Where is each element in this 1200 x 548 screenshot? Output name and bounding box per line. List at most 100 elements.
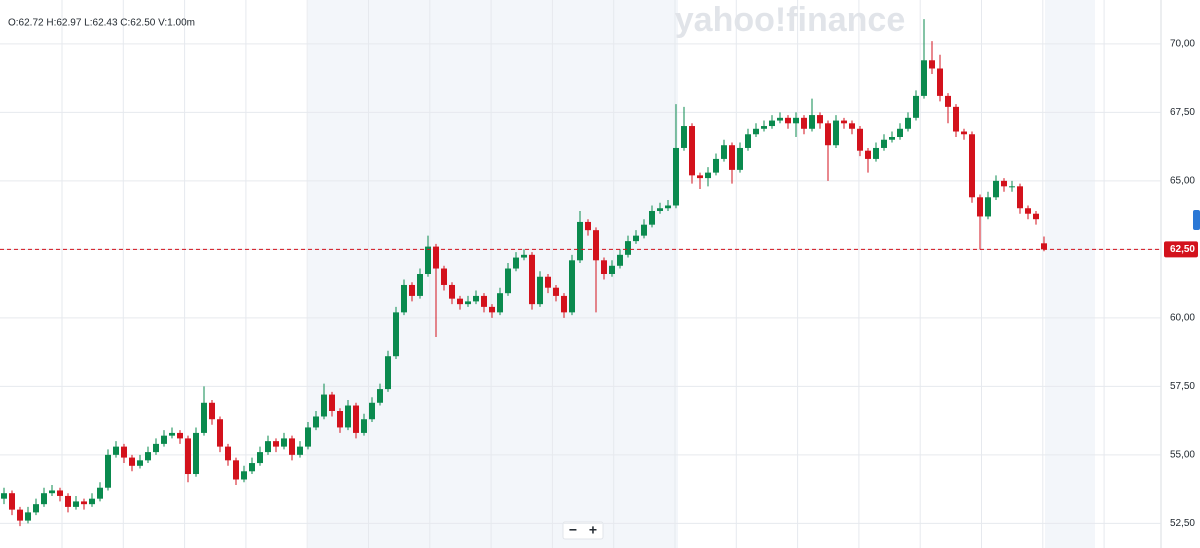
candle-body xyxy=(401,284,407,313)
candle-body xyxy=(593,230,599,261)
candle-body xyxy=(1017,186,1023,209)
candle-body xyxy=(865,150,871,159)
candle-body xyxy=(929,60,935,69)
candle-body xyxy=(889,137,895,140)
candle-body xyxy=(329,394,335,411)
candle-body xyxy=(209,402,215,420)
candle-body xyxy=(225,446,231,461)
candle-body xyxy=(657,208,663,211)
y-tick-label: 70,00 xyxy=(1170,38,1195,49)
candle-body xyxy=(129,457,135,466)
candle-body xyxy=(953,106,959,132)
zoom-controls xyxy=(562,521,604,540)
candle-body xyxy=(993,180,999,198)
candle-body xyxy=(161,435,167,444)
candle-body xyxy=(913,95,919,118)
candle-body xyxy=(177,432,183,439)
candle-body xyxy=(969,134,975,198)
candle-body xyxy=(281,438,287,447)
candle-body xyxy=(785,117,791,124)
candle-body xyxy=(569,260,575,313)
y-tick-label: 55,00 xyxy=(1170,449,1195,460)
candle-body xyxy=(505,268,511,294)
candle-body xyxy=(1,493,7,499)
candle-body xyxy=(673,147,679,206)
candle-body xyxy=(641,224,647,236)
y-tick-label: 67,50 xyxy=(1170,107,1195,118)
y-tick-label: 60,00 xyxy=(1170,312,1195,323)
candle-body xyxy=(73,501,79,507)
candle-body xyxy=(801,117,807,129)
candle-body xyxy=(745,134,751,148)
candle-body xyxy=(361,419,367,433)
candle-body xyxy=(297,446,303,455)
candle-body xyxy=(825,123,831,146)
zoom-out[interactable]: − xyxy=(569,522,577,538)
candle-body xyxy=(961,131,967,135)
candle-body xyxy=(665,205,671,209)
candle-body xyxy=(289,438,295,455)
candle-body xyxy=(321,394,327,417)
candle-body xyxy=(649,210,655,225)
candle-body xyxy=(577,221,583,261)
candle-body xyxy=(193,432,199,475)
candle-body xyxy=(249,463,255,472)
candle-body xyxy=(529,254,535,305)
y-tick-label: 65,00 xyxy=(1170,175,1195,186)
candle-body xyxy=(393,312,399,357)
candle-body xyxy=(1033,213,1039,220)
candle-body xyxy=(201,402,207,433)
candle-body xyxy=(1025,208,1031,214)
candle-body xyxy=(233,460,239,480)
candle-body xyxy=(633,235,639,242)
candle-body xyxy=(729,145,735,170)
candle-body xyxy=(137,460,143,466)
candle-body xyxy=(41,493,47,505)
candle-body xyxy=(97,487,103,499)
candle-body xyxy=(793,117,799,124)
candle-body xyxy=(761,126,767,129)
candle-body xyxy=(81,501,87,505)
session-shade xyxy=(308,0,678,548)
side-tab[interactable] xyxy=(1193,210,1200,230)
candle-body xyxy=(433,246,439,269)
vertical-grid xyxy=(61,0,1105,548)
candle-body xyxy=(769,120,775,127)
y-tick-label: 57,50 xyxy=(1170,381,1195,392)
candle-body xyxy=(985,197,991,217)
candle-body xyxy=(721,145,727,159)
candle-body xyxy=(737,147,743,170)
candle-body xyxy=(849,123,855,129)
candle-body xyxy=(1001,180,1007,187)
candle-body xyxy=(465,301,471,305)
candle-body xyxy=(561,295,567,313)
candle-body xyxy=(65,495,71,507)
candle-body xyxy=(809,115,815,129)
candle-body xyxy=(921,60,927,96)
candle-body xyxy=(425,246,431,274)
candle-body xyxy=(217,419,223,447)
last-price-label: 62,50 xyxy=(1170,244,1195,255)
candle-body xyxy=(265,441,271,453)
candle-body xyxy=(617,254,623,266)
last-price-tag xyxy=(1164,241,1198,258)
candle-body xyxy=(753,128,759,135)
candle-body xyxy=(473,295,479,302)
candle-body xyxy=(441,268,447,285)
candle-body xyxy=(689,126,695,176)
zoom-in[interactable]: + xyxy=(589,522,597,538)
candle-body xyxy=(625,241,631,255)
candle-body xyxy=(897,128,903,137)
candle-body xyxy=(385,356,391,390)
candle-body xyxy=(1041,243,1047,250)
candle-body xyxy=(977,197,983,217)
candle-body xyxy=(57,490,63,496)
candle-body xyxy=(25,512,31,521)
candle-body xyxy=(353,405,359,433)
candle-body xyxy=(713,158,719,173)
candle-body xyxy=(937,68,943,96)
candle-body xyxy=(905,117,911,129)
candle-body xyxy=(585,221,591,231)
candle-body xyxy=(345,405,351,428)
